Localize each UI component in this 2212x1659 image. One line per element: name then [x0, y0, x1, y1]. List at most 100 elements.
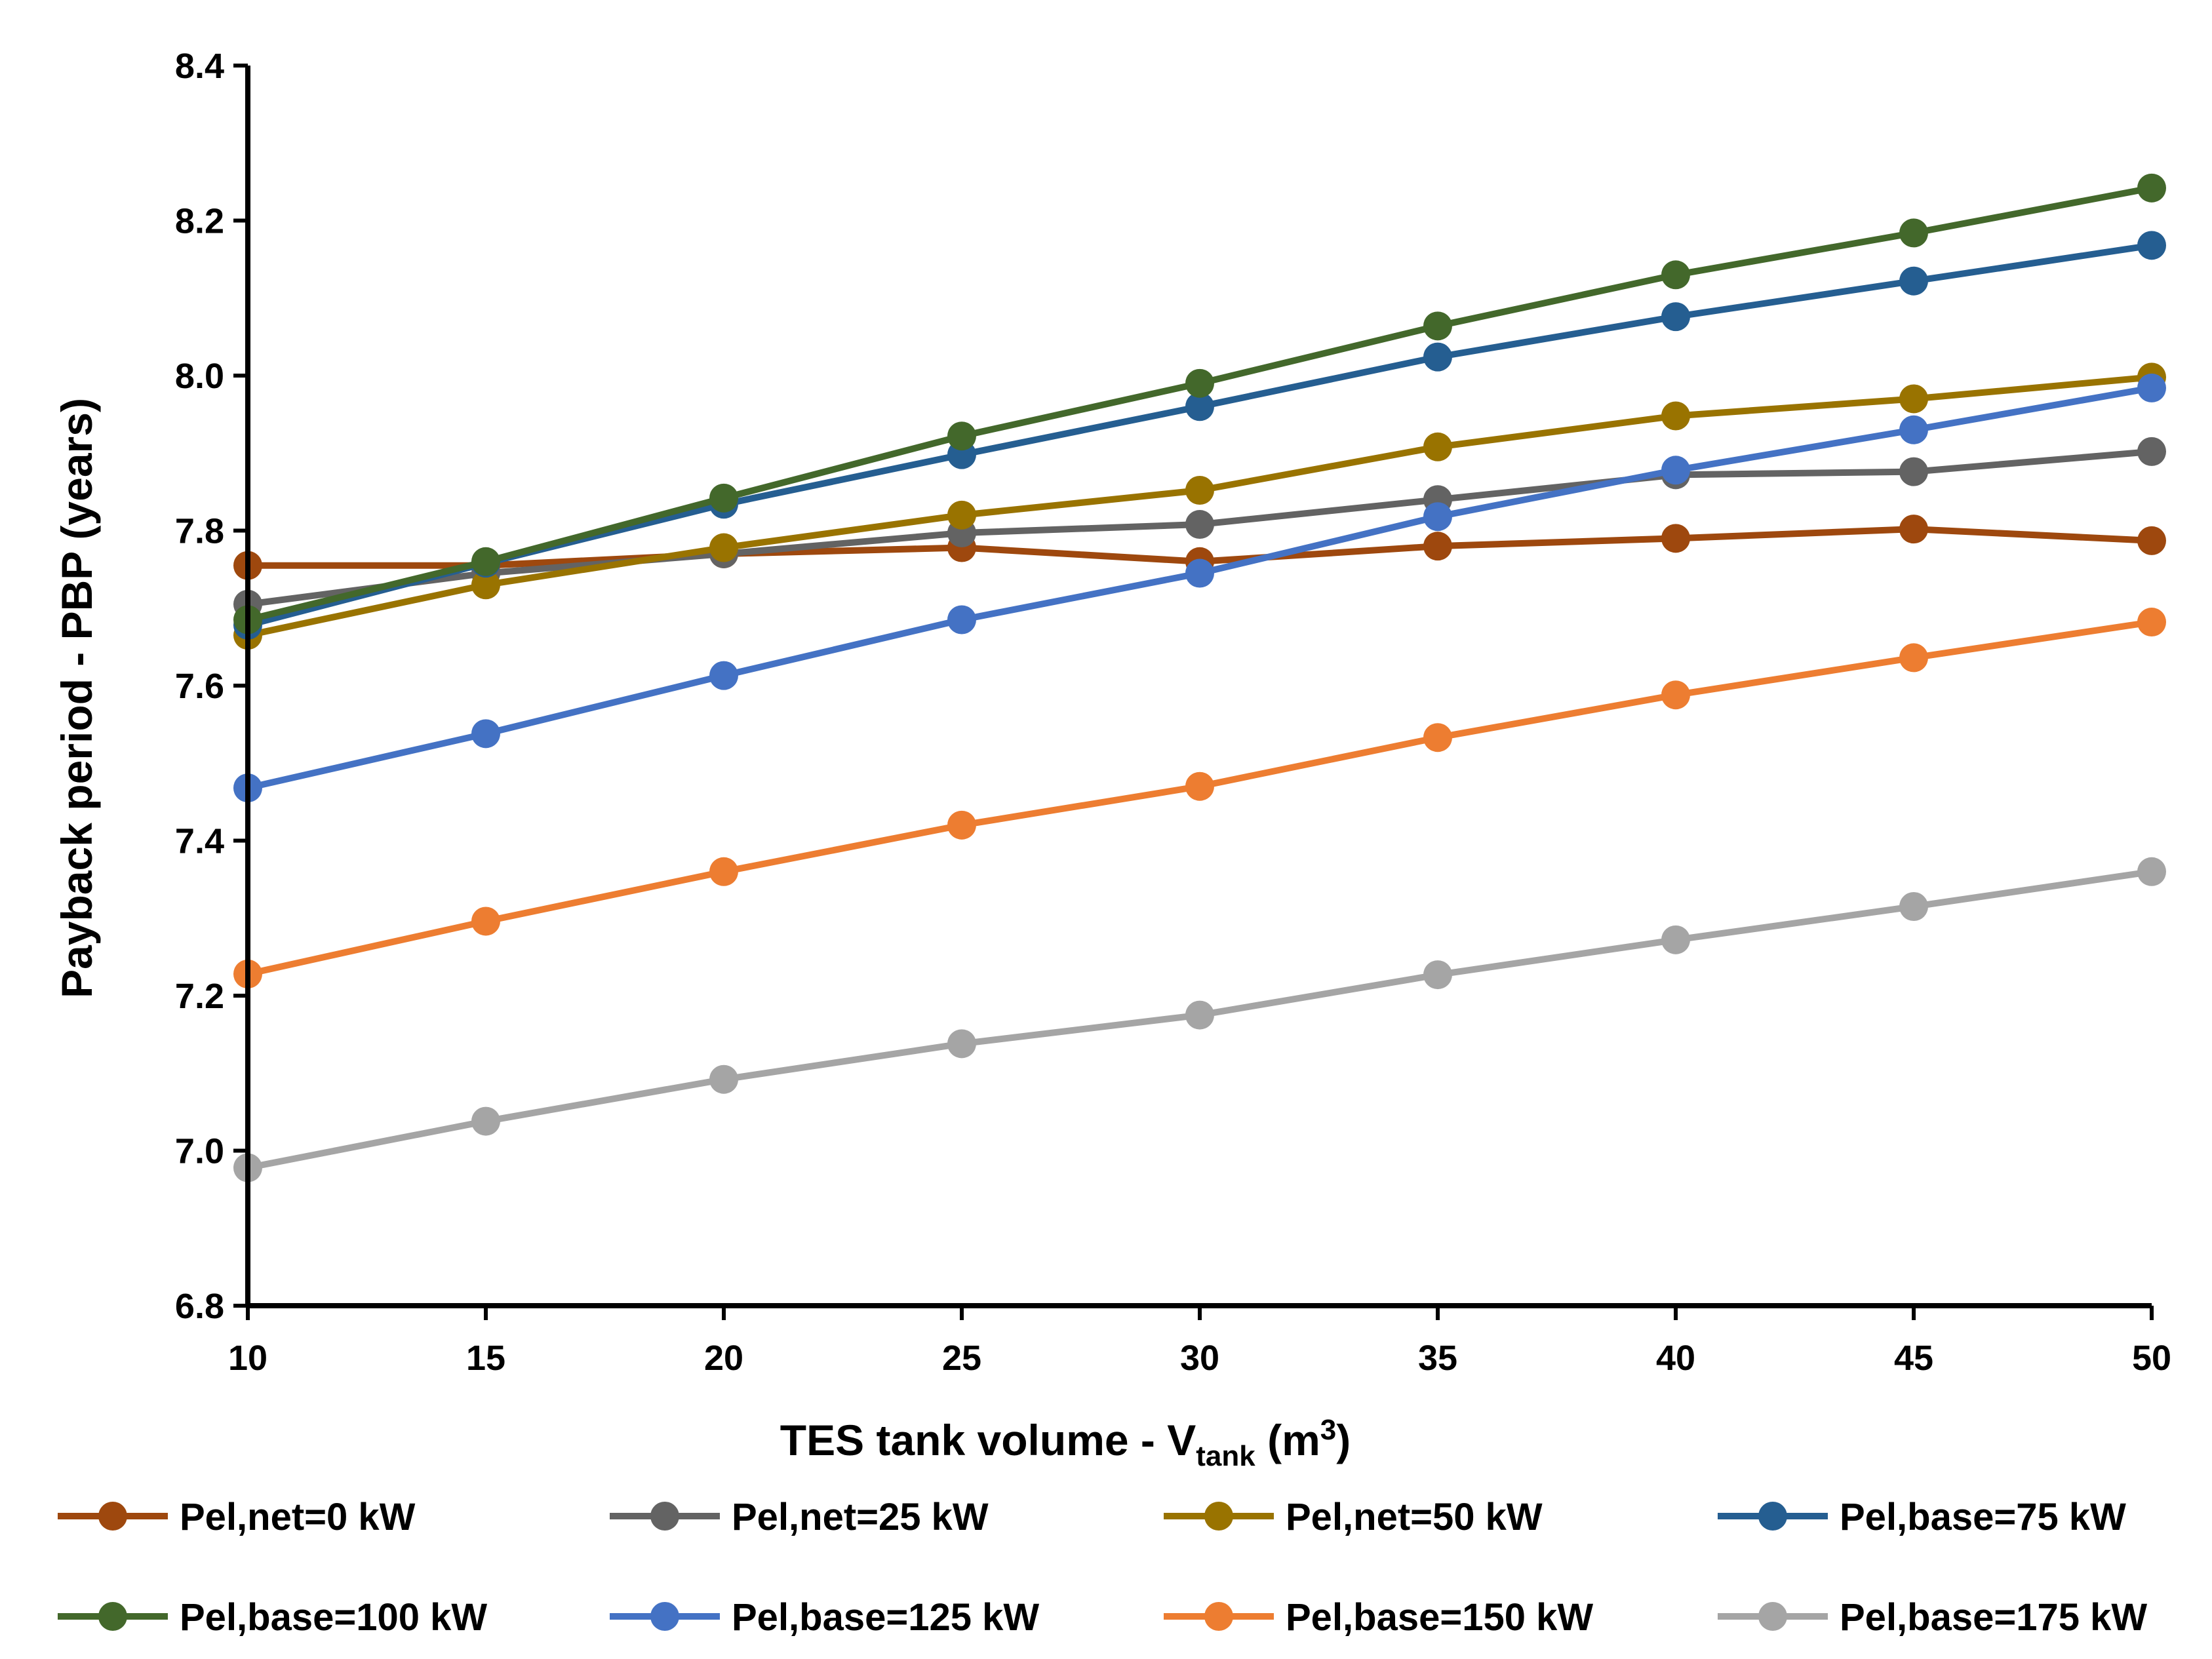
series-layer — [233, 173, 2166, 1182]
data-point — [2137, 526, 2166, 555]
data-point — [709, 1064, 738, 1094]
y-tick-label: 8.2 — [175, 202, 224, 241]
legend-label: Pel,base=125 kW — [732, 1596, 1039, 1639]
legend-label: Pel,net=50 kW — [1286, 1496, 1543, 1538]
legend-item: Pel,base=150 kW — [1164, 1596, 1593, 1639]
y-tick-label: 7.4 — [175, 822, 224, 861]
data-point — [2137, 437, 2166, 466]
data-point — [1423, 432, 1452, 461]
data-point — [1899, 415, 1928, 444]
x-axis-title-close: ) — [1336, 1416, 1351, 1464]
data-point — [1185, 510, 1214, 539]
legend-swatch-marker — [1758, 1602, 1787, 1631]
data-point — [1899, 218, 1928, 248]
data-point — [947, 810, 976, 840]
data-point — [471, 719, 500, 749]
legend-swatch-marker — [1204, 1602, 1233, 1631]
data-point — [947, 500, 976, 530]
y-tick-label: 7.8 — [175, 512, 224, 551]
x-axis-title-superscript: 3 — [1320, 1414, 1336, 1446]
data-point — [1899, 457, 1928, 486]
x-tick-label: 30 — [1180, 1338, 1219, 1378]
data-point — [1185, 476, 1214, 505]
data-point — [947, 1029, 976, 1059]
legend-item: Pel,base=75 kW — [1718, 1496, 2126, 1538]
x-axis-title-main: TES tank volume - V — [780, 1416, 1196, 1464]
x-tick-label: 40 — [1656, 1338, 1695, 1378]
data-point — [1661, 680, 1690, 710]
legend-item: Pel,base=100 kW — [58, 1596, 487, 1639]
data-point — [2137, 608, 2166, 637]
data-point — [1185, 368, 1214, 398]
series-4 — [233, 173, 2166, 634]
series-6 — [233, 608, 2166, 988]
x-tick-label: 45 — [1894, 1338, 1933, 1378]
data-point — [1423, 342, 1452, 372]
data-point — [709, 661, 738, 690]
x-tick-label: 20 — [704, 1338, 743, 1378]
data-point — [1185, 558, 1214, 588]
legend-label: Pel,base=75 kW — [1840, 1496, 2126, 1538]
x-tick-label: 35 — [1418, 1338, 1457, 1378]
series-5 — [233, 373, 2166, 803]
data-point — [1423, 723, 1452, 752]
y-tick-label: 8.0 — [175, 357, 224, 396]
legend-item: Pel,base=125 kW — [610, 1596, 1039, 1639]
data-point — [1899, 643, 1928, 673]
legend-label: Pel,base=175 kW — [1840, 1596, 2147, 1639]
x-tick-label: 25 — [942, 1338, 981, 1378]
legend-item: Pel,net=0 kW — [58, 1496, 416, 1538]
legend: Pel,net=0 kW Pel,net=25 kW Pel,net=50 kW Pe… — [58, 1496, 2147, 1639]
legend-label: Pel,net=0 kW — [180, 1496, 416, 1538]
y-tick-label: 7.2 — [175, 977, 224, 1016]
data-point — [1185, 392, 1214, 421]
x-tick-label: 50 — [2132, 1338, 2171, 1378]
legend-label: Pel,net=25 kW — [732, 1496, 989, 1538]
legend-item: Pel,net=50 kW — [1164, 1496, 1543, 1538]
data-point — [1423, 960, 1452, 990]
y-tick-label: 7.0 — [175, 1132, 224, 1171]
y-axis-title: Payback period - PBP (years) — [52, 398, 101, 998]
data-point — [1661, 401, 1690, 431]
data-point — [2137, 173, 2166, 203]
legend-swatch-marker — [650, 1602, 679, 1631]
data-point — [1661, 260, 1690, 290]
y-tick-label: 8.4 — [175, 47, 224, 86]
data-point — [1899, 266, 1928, 296]
legend-item: Pel,base=175 kW — [1718, 1596, 2147, 1639]
legend-label: Pel,base=150 kW — [1286, 1596, 1593, 1639]
data-point — [1661, 456, 1690, 485]
data-point — [1661, 524, 1690, 553]
legend-swatch-marker — [98, 1602, 127, 1631]
data-point — [709, 483, 738, 513]
data-point — [1185, 771, 1214, 801]
x-tick-label: 10 — [228, 1338, 267, 1378]
legend-swatch-marker — [1758, 1502, 1787, 1531]
data-point — [709, 857, 738, 886]
data-point — [1661, 925, 1690, 954]
data-point — [2137, 231, 2166, 260]
data-point — [947, 605, 976, 634]
data-point — [2137, 373, 2166, 402]
data-point — [1423, 532, 1452, 561]
data-point — [2137, 857, 2166, 886]
legend-item: Pel,net=25 kW — [610, 1496, 989, 1538]
ticks: 6.8 7.0 7.2 7.4 7.6 7.8 8.0 8.2 8.4 10 15 20 25 30 35 4… — [175, 47, 2171, 1378]
legend-swatch-marker — [98, 1502, 127, 1531]
data-point — [471, 570, 500, 600]
data-point — [471, 1106, 500, 1136]
series-7 — [233, 857, 2166, 1182]
series-line — [247, 384, 2152, 791]
data-point — [1423, 502, 1452, 532]
legend-swatch-marker — [650, 1502, 679, 1531]
data-point — [1185, 1000, 1214, 1030]
data-point — [1899, 515, 1928, 544]
x-axis-title: TES tank volume - Vtank (m3) — [780, 1414, 1351, 1472]
y-tick-label: 6.8 — [175, 1287, 224, 1326]
data-point — [1899, 384, 1928, 414]
x-axis-title-subscript: tank — [1196, 1440, 1255, 1472]
axes — [245, 66, 2152, 1308]
data-point — [471, 907, 500, 936]
data-point — [1423, 311, 1452, 341]
